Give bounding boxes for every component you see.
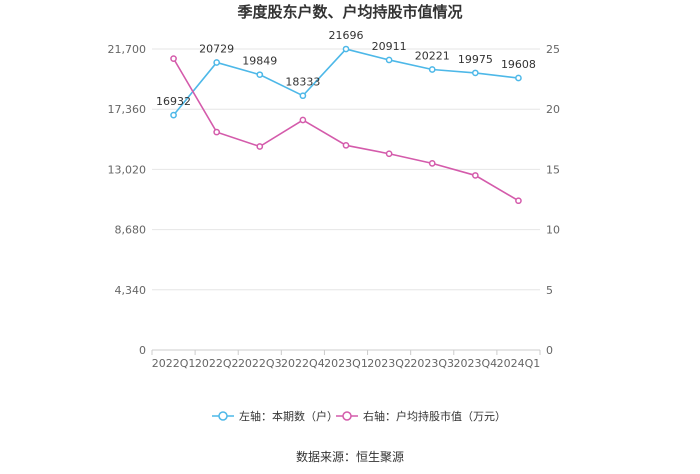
data-point[interactable] bbox=[170, 111, 177, 119]
x-tick-label: 2022Q1 bbox=[152, 357, 196, 370]
data-point[interactable] bbox=[471, 69, 479, 77]
legend[interactable]: 左轴：本期数（户） 右轴：户均持股市值（万元） bbox=[212, 409, 506, 423]
data-point[interactable] bbox=[428, 160, 436, 167]
data-label: 20729 bbox=[199, 42, 234, 55]
source-note: 数据来源：恒生聚源 bbox=[296, 449, 404, 464]
grid-lines bbox=[152, 48, 540, 351]
y-right-tick-label: 20 bbox=[546, 103, 560, 116]
legend-label: 左轴：本期数（户） bbox=[239, 409, 338, 423]
y-left-tick-label: 17,360 bbox=[108, 103, 147, 116]
y-left-tick-label: 8,680 bbox=[115, 224, 147, 237]
chart-title: 季度股东户数、户均持股市值情况 bbox=[237, 3, 462, 21]
data-point[interactable] bbox=[515, 74, 522, 82]
x-tick-label: 2022Q4 bbox=[281, 357, 325, 370]
data-point[interactable] bbox=[385, 150, 393, 158]
data-point[interactable] bbox=[385, 56, 393, 64]
series-line-right bbox=[172, 58, 519, 202]
data-label: 18333 bbox=[285, 76, 320, 89]
x-tick-label: 2022Q3 bbox=[238, 357, 282, 370]
y-left-tick-label: 21,700 bbox=[108, 43, 147, 56]
y-left-tick-label: 0 bbox=[139, 344, 146, 357]
y-left-tick-label: 4,340 bbox=[115, 284, 147, 297]
data-point[interactable] bbox=[170, 55, 177, 62]
data-point[interactable] bbox=[213, 128, 221, 136]
legend-marker bbox=[218, 411, 228, 421]
data-point[interactable] bbox=[299, 92, 307, 100]
x-tick-label: 2023Q4 bbox=[454, 357, 498, 370]
y-right-tick-label: 25 bbox=[546, 43, 560, 56]
legend-item-2[interactable]: 右轴：户均持股市值（万元） bbox=[336, 409, 506, 423]
data-label: 16932 bbox=[156, 95, 191, 108]
y-left-tick-label: 13,020 bbox=[108, 163, 147, 176]
y-right-tick-label: 10 bbox=[546, 224, 560, 237]
data-label: 20221 bbox=[415, 50, 450, 63]
data-point[interactable] bbox=[256, 143, 264, 150]
legend-item-1[interactable]: 左轴：本期数（户） bbox=[212, 409, 338, 423]
data-label: 19849 bbox=[242, 55, 277, 68]
legend-marker bbox=[342, 411, 352, 421]
data-point[interactable] bbox=[342, 45, 350, 53]
y-right-tick-label: 15 bbox=[546, 163, 560, 176]
data-label: 19608 bbox=[501, 58, 536, 71]
data-label: 19975 bbox=[458, 53, 493, 66]
x-tick-label: 2024Q1 bbox=[497, 357, 541, 370]
data-point[interactable] bbox=[342, 141, 350, 149]
x-tick-label: 2022Q2 bbox=[195, 357, 239, 370]
legend-label: 右轴：户均持股市值（万元） bbox=[363, 409, 506, 423]
data-label: 20911 bbox=[372, 40, 407, 53]
data-point[interactable] bbox=[428, 66, 436, 73]
x-tick-label: 2023Q3 bbox=[410, 357, 454, 370]
x-tick-label: 2023Q2 bbox=[367, 357, 411, 370]
data-point[interactable] bbox=[213, 59, 221, 66]
data-point[interactable] bbox=[299, 116, 307, 124]
y-right-tick-label: 0 bbox=[546, 344, 553, 357]
data-point[interactable] bbox=[471, 172, 479, 179]
data-label: 21696 bbox=[329, 29, 364, 42]
data-point[interactable] bbox=[515, 197, 522, 205]
data-labels: 16932 20729 19849 18333 21696 20911 20221 19975… bbox=[156, 29, 536, 108]
x-tick-label: 2023Q1 bbox=[324, 357, 368, 370]
y-right-tick-label: 5 bbox=[546, 284, 553, 297]
series bbox=[170, 45, 522, 205]
axes: 0 4,340 8,680 13,020 17,360 21,700 0 5 10 15 20 25 2… bbox=[108, 43, 561, 370]
data-point[interactable] bbox=[256, 71, 264, 79]
